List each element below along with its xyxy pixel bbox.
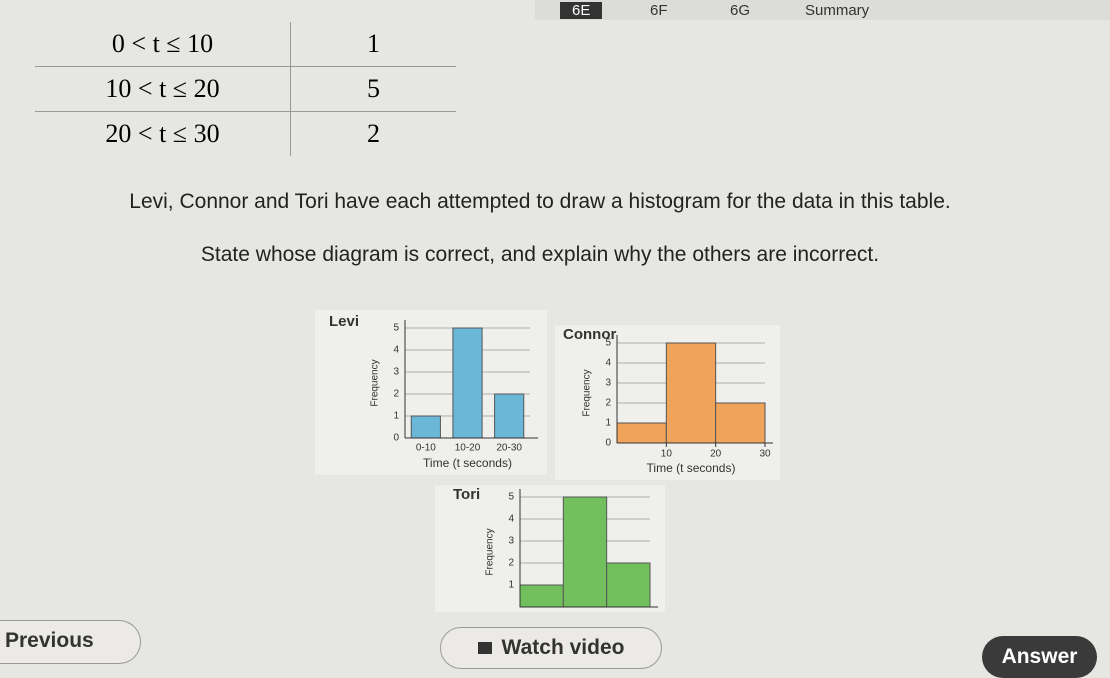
- diagram-name: Connor: [563, 326, 616, 343]
- y-tick-label: 0: [605, 438, 611, 449]
- y-tick-label: 2: [508, 558, 514, 569]
- tab-bar: [535, 0, 1110, 20]
- y-tick-label: 5: [605, 338, 611, 349]
- x-tick-label: 10-20: [455, 443, 481, 454]
- question-text: Levi, Connor and Tori have each attempte…: [129, 190, 951, 213]
- y-tick-label: 1: [393, 411, 399, 422]
- bar: [562, 496, 608, 608]
- tab[interactable]: 6E: [560, 2, 603, 19]
- bar: [410, 415, 441, 439]
- diagram-name: Tori: [453, 486, 480, 503]
- y-tick-label: 1: [508, 580, 514, 591]
- diagram-name: Levi: [329, 313, 359, 330]
- y-tick-label: 2: [393, 389, 399, 400]
- histogram: Levi Frequency Time (t seconds) 0 1 2 3 4 5 0-10 1…: [315, 310, 547, 475]
- y-tick-label: 4: [508, 514, 514, 525]
- cell: 2: [367, 119, 380, 148]
- cell: 0 < t ≤ 10: [35, 22, 291, 67]
- y-tick-label: 5: [393, 323, 399, 334]
- y-tick-label: 2: [605, 398, 611, 409]
- question-text: State whose diagram is correct, and expl…: [200, 243, 880, 266]
- cell: 20 < t ≤ 30: [35, 111, 291, 156]
- bar: [715, 402, 766, 444]
- bar: [616, 422, 667, 444]
- button-label: Watch video: [501, 636, 625, 659]
- answer-button[interactable]: Answer: [982, 636, 1097, 678]
- y-tick-label: 3: [393, 367, 399, 378]
- cell: 10 < t ≤ 20: [35, 66, 291, 112]
- cell: 5: [290, 66, 456, 112]
- y-tick-label: 3: [605, 378, 611, 389]
- bar: [452, 327, 483, 439]
- bar: [519, 584, 564, 608]
- watch-video-button[interactable]: Watch video: [440, 627, 662, 669]
- histogram: Tori Frequency 1 2 3 4 5: [435, 485, 665, 612]
- tab[interactable]: 6G: [730, 2, 751, 19]
- y-tick-label: 1: [605, 418, 611, 429]
- y-tick-label: 4: [605, 358, 611, 369]
- histogram: Connor Frequency Time (t seconds) 0 1 2 3 4 5 10 2…: [555, 325, 780, 480]
- y-tick-label: 0: [393, 433, 399, 444]
- x-axis-label: Time (t seconds): [423, 456, 512, 470]
- bar: [606, 562, 651, 608]
- data-table: 0 < t ≤ 10 1 10 < t ≤ 20 5 20 < t ≤ 30 2: [35, 22, 456, 156]
- bar: [494, 393, 525, 439]
- cell: 1: [290, 22, 456, 67]
- video-icon: [477, 642, 492, 654]
- previous-button[interactable]: Previous: [0, 620, 141, 664]
- x-tick-label: 0-10: [416, 443, 436, 454]
- x-tick-label: 20-30: [496, 443, 522, 454]
- x-axis-label: Time (t seconds): [647, 461, 736, 475]
- y-tick-label: 5: [508, 492, 514, 503]
- y-tick-label: 3: [508, 536, 514, 547]
- tab[interactable]: 6F: [650, 2, 668, 19]
- y-tick-label: 4: [393, 345, 399, 356]
- y-axis-label: Frequency: [582, 369, 593, 416]
- x-tick-label: 30: [759, 449, 771, 460]
- bar: [665, 342, 717, 444]
- x-tick-label: 10: [661, 449, 673, 460]
- y-axis-label: Frequency: [370, 359, 381, 406]
- y-axis-label: Frequency: [485, 528, 496, 575]
- tab[interactable]: Summary: [805, 2, 870, 19]
- x-tick-label: 20: [710, 449, 722, 460]
